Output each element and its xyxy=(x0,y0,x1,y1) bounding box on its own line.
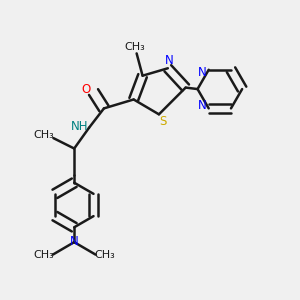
Text: N: N xyxy=(198,66,206,79)
Text: CH₃: CH₃ xyxy=(34,130,54,140)
Text: N: N xyxy=(70,235,79,248)
Text: CH₃: CH₃ xyxy=(95,250,116,260)
Text: N: N xyxy=(165,54,174,67)
Text: N: N xyxy=(198,99,206,112)
Text: CH₃: CH₃ xyxy=(125,42,146,52)
Text: S: S xyxy=(159,115,166,128)
Text: NH: NH xyxy=(71,120,88,133)
Text: CH₃: CH₃ xyxy=(33,250,54,260)
Text: O: O xyxy=(82,82,91,96)
